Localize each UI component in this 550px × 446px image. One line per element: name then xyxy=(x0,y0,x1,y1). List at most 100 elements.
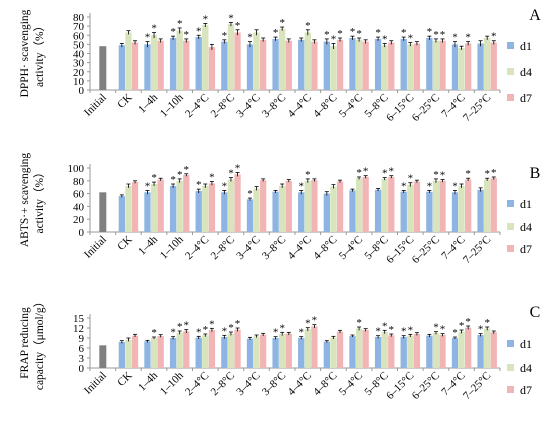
bar-d1 xyxy=(195,191,202,232)
significance-star: * xyxy=(184,29,190,41)
legend-label-d7: d7 xyxy=(520,91,532,105)
bar-d4 xyxy=(176,180,183,232)
bar-d1 xyxy=(118,342,125,368)
y-tick-label: 10 xyxy=(73,76,85,88)
legend-label-d7: d7 xyxy=(520,383,532,397)
x-tick-label: CK xyxy=(115,92,134,111)
bar-d4 xyxy=(355,178,363,232)
significance-star: * xyxy=(491,167,497,179)
bar-d7 xyxy=(336,39,344,90)
panel-label: C xyxy=(530,304,541,321)
significance-star: * xyxy=(408,33,414,45)
x-tick-label: 6–15°C xyxy=(384,234,416,266)
significance-star: * xyxy=(382,320,388,332)
x-tick-label: 6–15°C xyxy=(384,92,416,124)
bar-d7 xyxy=(439,40,446,90)
bar-initial xyxy=(99,345,107,368)
significance-star: * xyxy=(235,20,241,32)
x-tick-label: 2–4°C xyxy=(183,234,211,262)
significance-star: * xyxy=(440,170,446,182)
significance-star: * xyxy=(375,27,381,39)
bar-d4 xyxy=(227,333,235,368)
y-tick-label: 20 xyxy=(73,214,85,226)
significance-star: * xyxy=(177,321,183,333)
bar-d7 xyxy=(413,43,421,90)
bar-d1 xyxy=(195,37,202,90)
x-tick-label: Initial xyxy=(82,234,109,261)
bar-d4 xyxy=(202,335,209,368)
y-tick-label: 3 xyxy=(79,353,85,365)
legend-label-d4: d4 xyxy=(520,65,532,79)
bar-d7 xyxy=(131,182,139,232)
y-axis-label: DPPH· scavenging activity（%） xyxy=(19,9,46,97)
bar-d1 xyxy=(298,39,305,90)
legend-swatch-d7 xyxy=(507,386,514,393)
y-tick-label: 60 xyxy=(73,30,85,42)
bar-d1 xyxy=(272,38,279,90)
bar-d1 xyxy=(426,335,433,368)
significance-star: * xyxy=(465,32,471,44)
bar-d7 xyxy=(285,180,292,232)
bar-d4 xyxy=(304,180,311,232)
significance-star: * xyxy=(491,31,497,43)
significance-star: * xyxy=(170,327,176,339)
significance-star: * xyxy=(312,315,318,327)
bar-d1 xyxy=(374,189,382,232)
bar-d1 xyxy=(118,196,125,232)
significance-star: * xyxy=(356,28,362,40)
bar-d1 xyxy=(272,338,279,368)
x-tick-label: 4–8°C xyxy=(311,234,339,262)
y-tick-label: 15 xyxy=(73,313,85,325)
bar-d1 xyxy=(144,341,151,368)
panel-label: A xyxy=(529,7,541,24)
significance-star: * xyxy=(222,180,228,192)
significance-star: * xyxy=(279,17,285,29)
bar-d7 xyxy=(490,332,497,368)
bar-initial xyxy=(99,192,107,232)
x-tick-label: 7–25°C xyxy=(461,234,493,266)
significance-star: * xyxy=(298,327,304,339)
significance-star: * xyxy=(401,180,407,192)
bar-d4 xyxy=(150,338,158,368)
bar-d4 xyxy=(330,46,337,90)
legend-label-d4: d4 xyxy=(520,361,532,375)
panel-label: B xyxy=(530,165,541,182)
bar-d4 xyxy=(432,333,440,368)
y-tick-label: 40 xyxy=(73,201,85,213)
significance-star: * xyxy=(389,324,395,336)
bar-d4 xyxy=(458,48,465,90)
significance-star: * xyxy=(433,169,439,181)
legend-swatch-d4 xyxy=(507,223,514,230)
bar-d7 xyxy=(183,40,190,90)
significance-star: * xyxy=(408,173,414,185)
x-tick-label: 3–8°C xyxy=(260,370,288,398)
x-tick-label: 1–10h xyxy=(158,91,186,119)
bar-d7 xyxy=(208,47,216,90)
x-tick-label: 3–4°C xyxy=(234,370,262,398)
significance-star: * xyxy=(228,12,234,24)
bar-d4 xyxy=(381,332,388,368)
bar-d1 xyxy=(451,338,459,368)
bar-d1 xyxy=(349,37,356,90)
bar-d7 xyxy=(234,329,241,368)
significance-star: * xyxy=(196,25,202,37)
x-tick-label: 1–10h xyxy=(158,233,186,261)
bar-d7 xyxy=(157,336,164,368)
x-tick-label: 1–10h xyxy=(158,369,186,397)
significance-star: * xyxy=(401,27,407,39)
bar-d1 xyxy=(144,44,151,90)
bar-d7 xyxy=(413,181,421,232)
bar-d4 xyxy=(279,185,286,232)
bar-d1 xyxy=(169,185,177,232)
significance-star: * xyxy=(433,322,439,334)
bar-d4 xyxy=(407,184,414,232)
significance-star: * xyxy=(247,32,253,44)
legend-label-d1: d1 xyxy=(520,337,532,351)
significance-star: * xyxy=(273,27,279,39)
bar-d1 xyxy=(246,44,254,90)
significance-star: * xyxy=(350,26,356,38)
bar-d7 xyxy=(157,179,164,232)
y-tick-label: 0 xyxy=(79,227,85,239)
